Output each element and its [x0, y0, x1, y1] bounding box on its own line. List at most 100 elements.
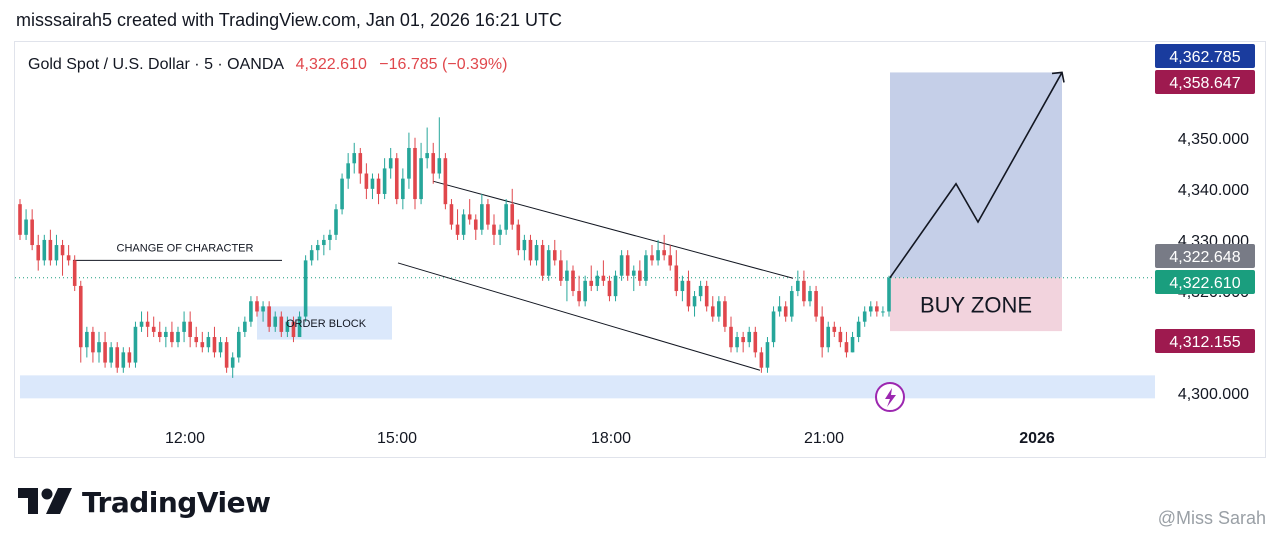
candle[interactable] — [85, 326, 89, 358]
candle[interactable] — [230, 352, 235, 378]
candle[interactable] — [461, 209, 466, 240]
candle[interactable] — [328, 229, 332, 251]
candle[interactable] — [243, 316, 247, 338]
candle[interactable] — [449, 199, 454, 230]
candle[interactable] — [103, 331, 107, 368]
candle[interactable] — [808, 285, 812, 307]
candle[interactable] — [826, 321, 831, 353]
descending-channel[interactable] — [397, 180, 794, 371]
candle[interactable] — [60, 239, 65, 276]
candle[interactable] — [340, 173, 344, 215]
candle[interactable] — [425, 127, 429, 169]
candle[interactable] — [887, 275, 891, 317]
candle[interactable] — [36, 234, 41, 271]
candle[interactable] — [741, 331, 745, 353]
candle[interactable] — [437, 117, 442, 179]
candle[interactable] — [692, 291, 697, 317]
candle[interactable] — [765, 337, 770, 373]
candle[interactable] — [820, 306, 824, 358]
candle[interactable] — [528, 234, 533, 266]
candle[interactable] — [182, 311, 186, 343]
candle[interactable] — [844, 331, 849, 358]
candle[interactable] — [486, 199, 490, 230]
candle[interactable] — [394, 153, 399, 205]
candle[interactable] — [789, 285, 794, 322]
candle[interactable] — [625, 250, 630, 281]
candle[interactable] — [601, 260, 606, 286]
price-badge-target[interactable]: 4,362.785 — [1155, 44, 1255, 68]
candle[interactable] — [401, 168, 405, 210]
candle[interactable] — [297, 311, 302, 338]
candle[interactable] — [656, 239, 660, 266]
candle[interactable] — [151, 316, 156, 338]
channel-upper-line[interactable] — [432, 180, 794, 279]
candle[interactable] — [662, 234, 666, 261]
candle[interactable] — [644, 250, 648, 286]
candle[interactable] — [473, 214, 478, 240]
candle[interactable] — [170, 321, 174, 348]
candle[interactable] — [583, 275, 587, 307]
candle[interactable] — [455, 209, 460, 240]
candle[interactable] — [510, 188, 515, 230]
candle[interactable] — [194, 326, 199, 348]
candle[interactable] — [668, 245, 673, 271]
candle[interactable] — [735, 331, 739, 353]
candle[interactable] — [212, 326, 217, 358]
candle[interactable] — [261, 301, 265, 322]
candle[interactable] — [157, 321, 162, 343]
candle[interactable] — [121, 347, 126, 373]
demand-zone[interactable] — [20, 375, 1155, 399]
candle[interactable] — [249, 296, 253, 327]
candle[interactable] — [133, 321, 138, 368]
candle[interactable] — [522, 234, 527, 261]
candle[interactable] — [540, 239, 545, 281]
candle[interactable] — [346, 153, 350, 189]
chart-frame[interactable] — [14, 41, 1266, 458]
candle[interactable] — [838, 326, 843, 348]
candle[interactable] — [516, 219, 521, 256]
candle[interactable] — [176, 326, 180, 348]
candle[interactable] — [650, 245, 654, 266]
candle[interactable] — [534, 239, 539, 266]
lightning-icon[interactable] — [875, 382, 905, 412]
candle[interactable] — [759, 347, 764, 373]
candle[interactable] — [358, 147, 363, 184]
candle[interactable] — [382, 158, 387, 200]
channel-lower-line[interactable] — [397, 262, 761, 371]
brand[interactable]: TradingView — [18, 486, 271, 519]
candle[interactable] — [856, 316, 861, 343]
candle[interactable] — [480, 193, 484, 235]
candle[interactable] — [303, 255, 308, 322]
candle[interactable] — [723, 296, 727, 332]
candle[interactable] — [218, 337, 223, 358]
candle[interactable] — [30, 209, 34, 251]
candle[interactable] — [710, 296, 715, 322]
candle[interactable] — [638, 260, 642, 286]
price-badge-gray[interactable]: 4,322.648 — [1155, 244, 1255, 268]
candle[interactable] — [48, 229, 53, 266]
candle[interactable] — [388, 147, 393, 179]
candle[interactable] — [607, 275, 612, 302]
candle[interactable] — [200, 331, 205, 353]
candle[interactable] — [18, 199, 22, 240]
candle[interactable] — [771, 306, 776, 348]
symbol-name[interactable]: Gold Spot / U.S. Dollar · 5 · OANDA — [28, 56, 284, 73]
candle[interactable] — [364, 163, 369, 200]
candle[interactable] — [322, 234, 326, 256]
candle[interactable] — [619, 250, 624, 281]
candle[interactable] — [376, 173, 381, 205]
candle[interactable] — [255, 296, 259, 317]
candle[interactable] — [796, 270, 800, 297]
candle[interactable] — [704, 280, 709, 312]
candle[interactable] — [42, 234, 47, 266]
candle[interactable] — [559, 250, 563, 286]
candle[interactable] — [832, 321, 837, 338]
candle[interactable] — [565, 260, 569, 302]
candle[interactable] — [273, 311, 278, 332]
candle[interactable] — [370, 173, 375, 200]
candle[interactable] — [279, 311, 284, 338]
candle[interactable] — [571, 265, 575, 297]
candle[interactable] — [777, 296, 782, 317]
candle[interactable] — [698, 280, 703, 302]
